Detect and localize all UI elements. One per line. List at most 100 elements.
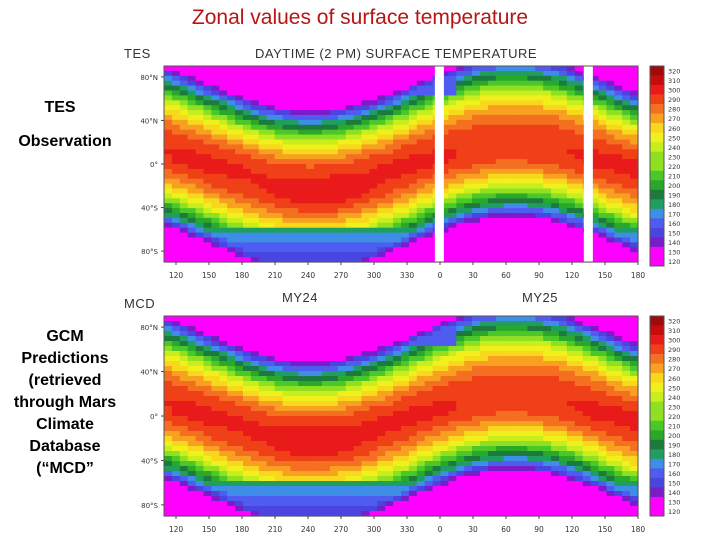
heatmap-cell <box>282 496 291 502</box>
heatmap-cell <box>495 456 505 462</box>
heatmap-cell <box>622 431 631 437</box>
heatmap-cell <box>614 361 623 367</box>
heatmap-cell <box>535 386 544 392</box>
heatmap-cell <box>219 441 228 447</box>
heatmap-cell <box>258 446 268 452</box>
heatmap-cell <box>393 164 402 170</box>
heatmap-cell <box>195 351 205 357</box>
heatmap-cell <box>322 341 331 347</box>
heatmap-cell <box>393 446 402 452</box>
heatmap-cell <box>243 80 252 87</box>
heatmap-cell <box>408 159 418 165</box>
heatmap-cell <box>377 242 386 248</box>
heatmap-cell <box>282 213 291 219</box>
heatmap-cell <box>274 183 284 190</box>
heatmap-cell <box>337 496 347 502</box>
heatmap-cell <box>543 164 552 170</box>
heatmap-cell <box>369 476 378 482</box>
heatmap-cell <box>369 316 378 322</box>
heatmap-cell <box>408 456 418 462</box>
heatmap-cell <box>535 139 544 145</box>
heatmap-cell <box>235 198 244 204</box>
heatmap-cell <box>574 491 584 497</box>
heatmap-cell <box>266 336 276 342</box>
heatmap-cell <box>393 506 402 512</box>
heatmap-cell <box>322 411 331 417</box>
heatmap-cell <box>329 70 339 77</box>
heatmap-cell <box>606 501 615 507</box>
heatmap-cell <box>258 481 268 487</box>
heatmap-cell <box>219 203 228 209</box>
heatmap-cell <box>290 227 299 234</box>
heatmap-cell <box>290 144 299 150</box>
heatmap-cell <box>187 208 197 214</box>
heatmap-cell <box>559 461 568 467</box>
heatmap-cell <box>243 481 252 487</box>
heatmap-cell <box>274 257 284 263</box>
heatmap-cell <box>195 198 205 204</box>
heatmap-cell <box>203 178 212 185</box>
heatmap-cell <box>345 466 355 472</box>
heatmap-cell <box>385 411 394 417</box>
heatmap-cell <box>337 203 347 209</box>
heatmap-cell <box>590 168 600 175</box>
heatmap-cell <box>250 461 260 467</box>
heatmap-cell <box>527 95 536 101</box>
heatmap-cell <box>456 227 465 234</box>
heatmap-cell <box>448 75 457 82</box>
heatmap-cell <box>519 188 528 194</box>
heatmap-cell <box>401 381 410 387</box>
heatmap-cell <box>630 511 639 517</box>
heatmap-cell <box>171 213 181 219</box>
heatmap-cell <box>606 222 615 229</box>
heatmap-cell <box>598 481 607 487</box>
heatmap-cell <box>219 421 228 427</box>
heatmap-cell <box>219 376 228 382</box>
heatmap-cell <box>622 100 631 106</box>
heatmap-cell <box>314 66 323 72</box>
heatmap-cell <box>511 326 521 332</box>
heatmap-cell <box>480 461 489 467</box>
heatmap-cell <box>243 326 252 332</box>
heatmap-cell <box>559 66 568 72</box>
heatmap-cell <box>258 227 268 234</box>
heatmap-cell <box>472 386 481 392</box>
heatmap-cell <box>385 149 394 155</box>
heatmap-cell <box>559 346 568 352</box>
heatmap-cell <box>298 486 307 492</box>
heatmap-cell <box>235 431 244 437</box>
heatmap-cell <box>282 257 291 263</box>
heatmap-cell <box>345 336 355 342</box>
heatmap-cell <box>551 461 560 467</box>
heatmap-cell <box>164 119 173 126</box>
heatmap-cell <box>227 316 236 322</box>
heatmap-cell <box>495 95 505 101</box>
heatmap-cell <box>179 247 189 253</box>
heatmap-cell <box>551 105 560 111</box>
heatmap-cell <box>622 257 631 263</box>
heatmap-cell <box>266 341 276 347</box>
heatmap-cell <box>551 456 560 462</box>
x-tick-label: 330 <box>400 525 415 534</box>
heatmap-cell <box>235 154 244 160</box>
heatmap-cell <box>211 411 220 417</box>
heatmap-cell <box>559 188 568 194</box>
heatmap-cell <box>535 481 544 487</box>
heatmap-cell <box>211 406 220 412</box>
heatmap-cell <box>243 411 252 417</box>
heatmap-cell <box>448 105 457 111</box>
heatmap-cell <box>511 213 521 219</box>
heatmap-cell <box>519 129 528 136</box>
heatmap-cell <box>606 193 615 199</box>
heatmap-cell <box>266 331 276 337</box>
heatmap-cell <box>472 426 481 432</box>
heatmap-cell <box>266 346 276 352</box>
heatmap-cell <box>408 366 418 372</box>
heatmap-cell <box>424 326 434 332</box>
heatmap-cell <box>432 496 442 502</box>
heatmap-cell <box>630 476 639 482</box>
heatmap-cell <box>337 173 347 180</box>
heatmap-cell <box>566 356 576 362</box>
heatmap-cell <box>456 159 465 165</box>
heatmap-cell <box>314 461 323 467</box>
